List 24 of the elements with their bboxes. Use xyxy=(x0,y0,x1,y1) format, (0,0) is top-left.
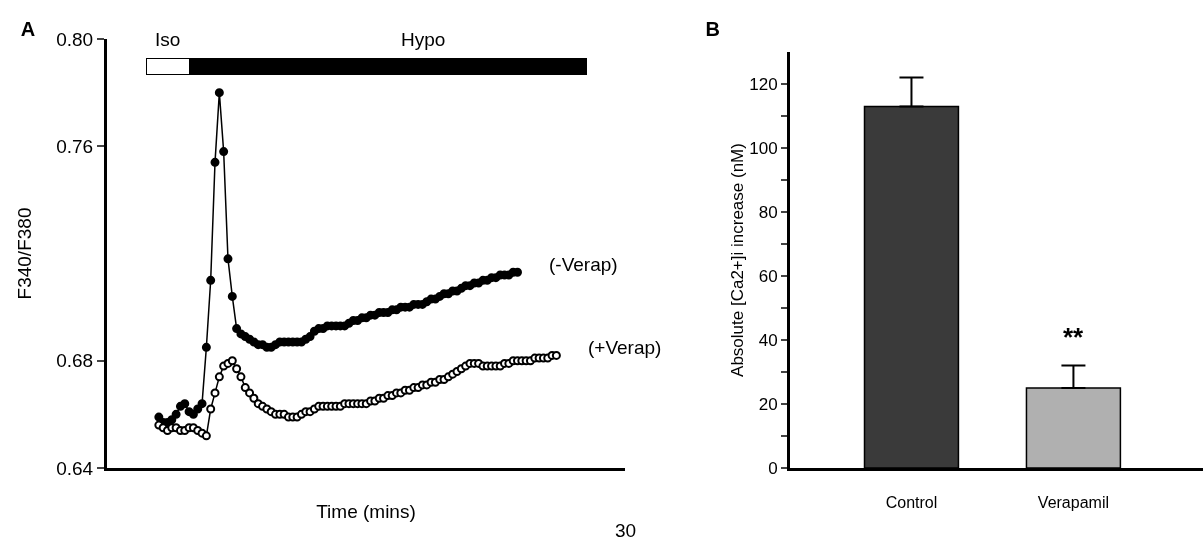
y-tick-label: 0 xyxy=(768,458,778,478)
annotation: Hypo xyxy=(401,29,446,50)
x-axis-title: Time (mins) xyxy=(316,501,416,522)
chart-title: B xyxy=(705,17,720,40)
chart-title: A xyxy=(20,17,36,40)
y-tick-label: 0.64 xyxy=(56,457,94,479)
y-axis-title: Absolute [Ca2+]i increase (nM) xyxy=(728,143,748,377)
y-tick-label: 0.80 xyxy=(56,28,94,50)
y-tick-label: 40 xyxy=(758,330,778,350)
y-axis-title: F340/F380 xyxy=(14,207,36,300)
y-tick-label: 20 xyxy=(758,394,778,414)
y-tick-label: 60 xyxy=(758,266,778,286)
y-tick-label: 0.68 xyxy=(56,350,94,372)
y-tick-label: 100 xyxy=(749,138,778,158)
y-tick-label: 120 xyxy=(749,74,778,94)
series-label: (+Verap) xyxy=(588,337,662,358)
annotation: ** xyxy=(1063,322,1085,352)
annotation: Iso xyxy=(155,29,181,50)
text: 30 xyxy=(615,520,637,541)
x-tick-label: Verapamil xyxy=(1037,494,1110,512)
y-tick-label: 0.76 xyxy=(56,135,94,157)
series-label: (-Verap) xyxy=(549,254,618,275)
x-tick-label: Control xyxy=(885,494,938,512)
y-tick-label: 80 xyxy=(758,202,778,222)
